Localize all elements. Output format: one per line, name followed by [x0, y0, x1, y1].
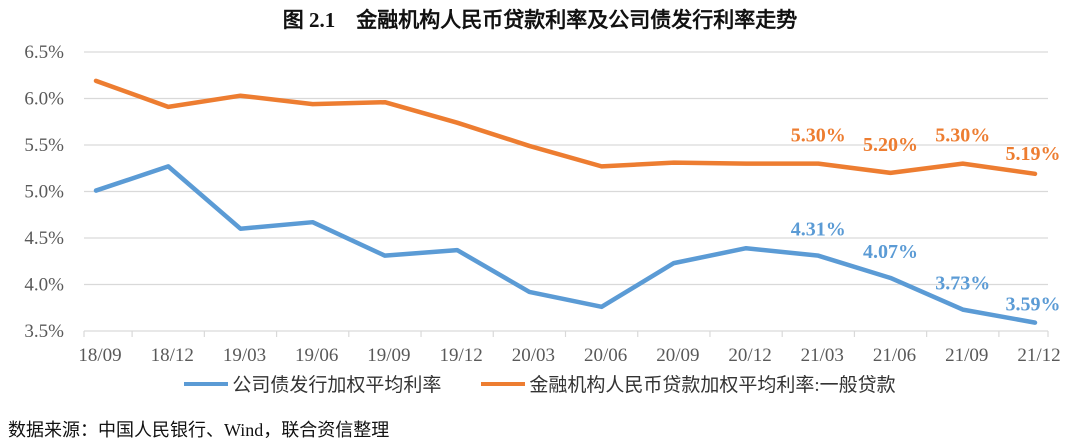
legend-item-bond: 公司债发行加权平均利率: [184, 370, 441, 397]
x-tick-label: 20/09: [656, 345, 699, 366]
x-tick-label: 19/12: [440, 345, 483, 366]
x-tick-label: 19/06: [295, 345, 338, 366]
data-label: 5.20%: [863, 134, 918, 156]
x-tick-label: 18/09: [78, 345, 121, 366]
y-tick-label: 3.5%: [24, 321, 64, 342]
y-tick-label: 5.0%: [24, 182, 64, 203]
x-tick-label: 19/09: [367, 345, 410, 366]
x-tick-label: 20/06: [584, 345, 627, 366]
data-label: 5.30%: [935, 125, 990, 147]
data-label: 3.73%: [935, 273, 990, 295]
data-label: 4.31%: [791, 219, 846, 241]
legend-swatch-loan: [481, 381, 526, 386]
x-tick-label: 21/09: [945, 345, 988, 366]
legend: 公司债发行加权平均利率 金融机构人民币贷款加权平均利率:一般贷款: [0, 370, 1080, 397]
chart-title: 图 2.1 金融机构人民币贷款利率及公司债发行利率走势: [282, 8, 798, 32]
data-label: 4.07%: [863, 241, 918, 263]
x-tick-label: 18/12: [151, 345, 194, 366]
data-label: 3.59%: [1006, 294, 1061, 316]
y-tick-label: 4.0%: [24, 275, 64, 296]
x-tick-label: 21/06: [873, 345, 916, 366]
legend-label-bond: 公司债发行加权平均利率: [232, 375, 442, 396]
x-tick-label: 21/12: [1017, 345, 1060, 366]
series-line-0: [93, 164, 1038, 325]
series-line-1: [93, 78, 1038, 177]
x-tick-label: 21/03: [801, 345, 844, 366]
y-tick-label: 6.0%: [24, 89, 64, 110]
data-label: 5.19%: [1006, 143, 1061, 165]
y-tick-label: 4.5%: [24, 228, 64, 249]
x-tick-label: 20/03: [512, 345, 555, 366]
legend-item-loan: 金融机构人民币贷款加权平均利率:一般贷款: [481, 370, 896, 397]
source-note: 数据来源：中国人民银行、Wind，联合资信整理: [8, 420, 390, 440]
y-tick-label: 5.5%: [24, 135, 64, 156]
data-label: 5.30%: [791, 125, 846, 147]
legend-label-loan: 金融机构人民币贷款加权平均利率:一般贷款: [529, 375, 896, 396]
legend-swatch-bond: [184, 381, 229, 386]
x-tick-label: 20/12: [728, 345, 771, 366]
x-tick-label: 19/03: [223, 345, 266, 366]
y-tick-label: 6.5%: [24, 42, 64, 63]
